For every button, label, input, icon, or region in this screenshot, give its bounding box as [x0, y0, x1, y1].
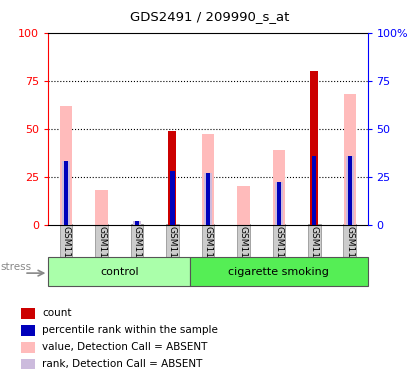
Bar [21, 359, 34, 369]
Bar [348, 156, 352, 225]
Bar [135, 221, 139, 225]
Bar [168, 131, 176, 225]
Bar [344, 94, 356, 225]
Text: GDS2491 / 209990_s_at: GDS2491 / 209990_s_at [130, 10, 290, 23]
Bar [204, 173, 212, 225]
Bar [64, 161, 68, 225]
Bar [310, 71, 318, 225]
Bar [48, 257, 190, 286]
Bar [21, 325, 34, 336]
Bar [206, 173, 210, 225]
Text: cigarette smoking: cigarette smoking [228, 266, 329, 277]
Text: percentile rank within the sample: percentile rank within the sample [42, 325, 218, 335]
Text: stress: stress [0, 262, 31, 272]
Bar [95, 190, 108, 225]
Bar [273, 150, 285, 225]
Bar [310, 156, 318, 225]
Bar [133, 221, 141, 225]
Bar [168, 171, 176, 225]
Bar [275, 182, 283, 225]
Text: count: count [42, 308, 72, 318]
Bar [21, 308, 34, 319]
Text: control: control [100, 266, 139, 277]
Bar [170, 171, 175, 225]
Bar [60, 106, 72, 225]
Bar [237, 186, 249, 225]
Bar [190, 257, 368, 286]
Bar [21, 342, 34, 353]
Bar [202, 134, 214, 225]
Text: value, Detection Call = ABSENT: value, Detection Call = ABSENT [42, 342, 208, 352]
Bar [62, 161, 70, 225]
Bar [346, 156, 354, 225]
Bar [312, 156, 317, 225]
Text: rank, Detection Call = ABSENT: rank, Detection Call = ABSENT [42, 359, 203, 369]
Bar [277, 182, 281, 225]
